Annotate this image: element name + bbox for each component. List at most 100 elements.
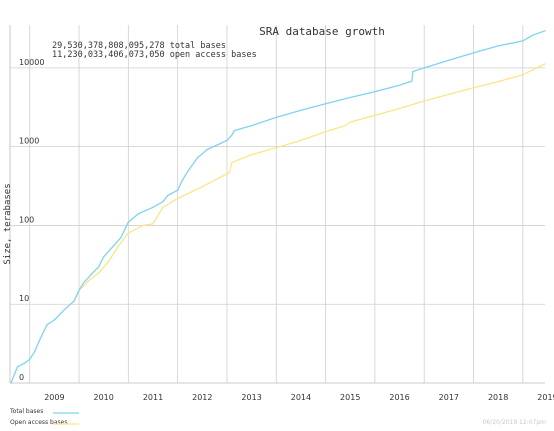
data-point-total-bases-38 — [411, 80, 413, 82]
data-point-open-access-bases-10 — [162, 206, 164, 208]
data-point-total-bases-24 — [186, 171, 189, 173]
data-point-open-access-bases-21 — [349, 121, 351, 123]
x-tick-label-2017: 2017 — [439, 393, 459, 402]
legend-label-open: Open access bases — [10, 419, 68, 426]
data-point-total-bases-32 — [275, 116, 277, 118]
data-point-open-access-bases-13 — [221, 175, 223, 177]
x-tick-label-2013: 2013 — [241, 393, 261, 402]
data-point-total-bases-44 — [522, 40, 524, 42]
data-point-total-bases-33 — [300, 109, 302, 111]
data-point-total-bases-26 — [206, 148, 208, 151]
data-point-total-bases-45 — [532, 34, 534, 36]
data-point-total-bases-11 — [83, 281, 85, 283]
y-tick-label-100: 100 — [19, 215, 34, 224]
data-point-total-bases-15 — [112, 245, 115, 247]
x-tick-label-2009: 2009 — [44, 393, 64, 402]
data-point-open-access-bases-8 — [142, 224, 144, 226]
series-line-open-access-bases — [63, 63, 546, 311]
legend: Total bases Open access bases — [9, 408, 79, 426]
x-tick-label-2012: 2012 — [192, 393, 212, 402]
data-point-total-bases-36 — [374, 91, 376, 93]
y-axis-label: Size, terabases — [3, 183, 13, 264]
data-point-total-bases-19 — [152, 206, 154, 208]
data-point-total-bases-13 — [98, 266, 100, 268]
data-point-total-bases-29 — [231, 134, 233, 136]
y-tick-label-0: 0 — [19, 373, 24, 382]
data-point-total-bases-16 — [120, 237, 122, 239]
open-access-annotation: 11,230,033,406,073,050 open access bases — [52, 50, 257, 60]
data-point-open-access-bases-11 — [177, 197, 179, 200]
data-point-open-access-bases-4 — [98, 272, 100, 274]
data-point-total-bases-9 — [73, 300, 75, 302]
data-point-total-bases-35 — [349, 96, 351, 99]
legend-label-total: Total bases — [9, 408, 43, 415]
data-point-total-bases-43 — [497, 45, 499, 47]
data-point-total-bases-21 — [167, 194, 169, 197]
series — [10, 30, 546, 384]
x-tick-label-2015: 2015 — [340, 393, 360, 402]
y-tick-label-1000: 1000 — [19, 137, 39, 146]
x-tick-label-2014: 2014 — [291, 393, 311, 402]
data-point-open-access-bases-6 — [117, 245, 120, 247]
x-tick-label-2011: 2011 — [143, 393, 163, 402]
data-point-open-access-bases-29 — [544, 63, 546, 65]
data-point-total-bases-34 — [325, 103, 327, 105]
x-tick-label-2010: 2010 — [94, 393, 114, 402]
data-point-total-bases-5 — [39, 339, 41, 341]
data-point-total-bases-10 — [78, 289, 80, 291]
data-point-total-bases-41 — [448, 59, 450, 61]
data-point-total-bases-0 — [10, 382, 12, 384]
data-point-open-access-bases-22 — [374, 114, 376, 116]
data-point-total-bases-27 — [216, 144, 218, 146]
data-point-open-access-bases-20 — [344, 125, 346, 127]
footer-timestamp: 06/20/2019 12:07pm — [483, 419, 547, 426]
data-point-open-access-bases-18 — [300, 139, 302, 141]
data-point-total-bases-28 — [226, 139, 228, 141]
data-point-open-access-bases-12 — [201, 186, 203, 188]
y-tick-label-10000: 10000 — [19, 58, 44, 67]
data-point-total-bases-2 — [24, 362, 26, 364]
data-point-open-access-bases-26 — [472, 87, 475, 89]
data-point-total-bases-39 — [412, 70, 414, 73]
data-point-total-bases-1 — [16, 366, 18, 368]
data-point-open-access-bases-24 — [423, 100, 425, 102]
data-point-open-access-bases-19 — [325, 131, 327, 133]
data-point-total-bases-40 — [423, 67, 425, 69]
data-point-total-bases-18 — [137, 213, 139, 215]
data-point-total-bases-23 — [182, 179, 184, 181]
data-point-open-access-bases-3 — [88, 279, 90, 282]
data-point-total-bases-3 — [29, 358, 31, 360]
x-tick-label-2019: 2019 — [537, 393, 554, 402]
grid — [10, 25, 545, 383]
data-point-total-bases-14 — [103, 256, 105, 258]
data-point-total-bases-8 — [63, 309, 65, 311]
data-point-open-access-bases-15 — [231, 161, 233, 164]
data-point-total-bases-7 — [53, 319, 56, 321]
data-point-total-bases-17 — [127, 221, 129, 223]
x-tick-label-2016: 2016 — [389, 393, 409, 402]
data-point-total-bases-25 — [196, 157, 198, 159]
data-point-total-bases-37 — [398, 84, 401, 86]
data-point-total-bases-6 — [46, 324, 48, 326]
data-point-open-access-bases-7 — [127, 232, 129, 234]
data-point-total-bases-12 — [90, 273, 92, 275]
data-point-total-bases-46 — [544, 30, 546, 32]
data-point-total-bases-31 — [251, 125, 253, 127]
data-point-open-access-bases-25 — [448, 93, 450, 95]
data-point-total-bases-30 — [233, 130, 235, 132]
data-point-total-bases-20 — [162, 201, 164, 203]
chart-title: SRA database growth — [259, 25, 385, 38]
data-point-open-access-bases-5 — [108, 260, 110, 262]
y-tick-label-10: 10 — [19, 294, 29, 303]
data-point-open-access-bases-27 — [497, 81, 499, 83]
total-bases-annotation: 29,530,378,808,095,278 total bases — [52, 41, 226, 51]
data-point-open-access-bases-23 — [398, 107, 401, 110]
x-tick-label-2018: 2018 — [488, 393, 508, 402]
data-point-total-bases-4 — [34, 351, 36, 353]
data-point-total-bases-22 — [177, 189, 179, 191]
data-point-total-bases-42 — [472, 52, 475, 54]
data-point-open-access-bases-16 — [251, 154, 253, 156]
axes: 2009 2010 2011 2012 2013 2014 2015 2016 2017 2018… — [9, 25, 554, 402]
